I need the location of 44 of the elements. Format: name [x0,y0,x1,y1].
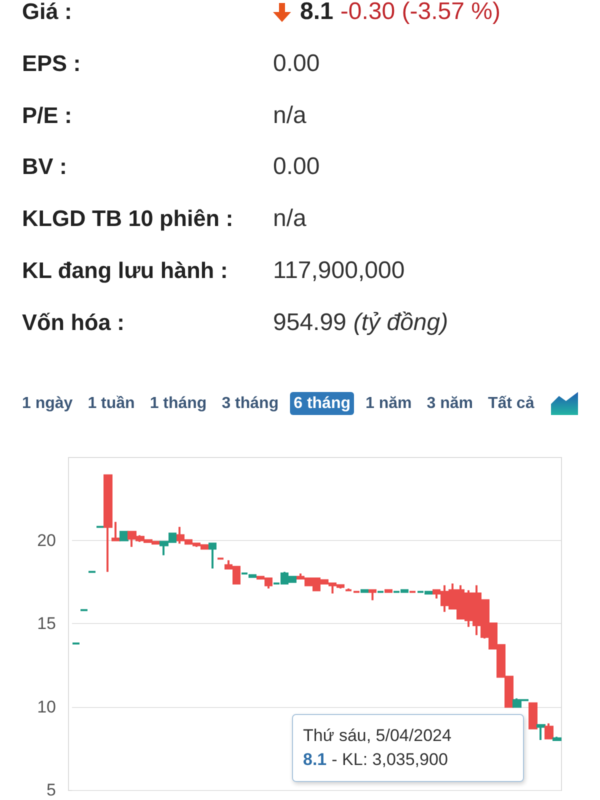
candlestick [104,474,112,573]
text: Vốn hóa : [22,308,124,337]
text: 6 tháng [290,392,354,414]
text: 1 tuần [84,392,139,414]
annotation: Thứ sáu, 5/04/2024 [303,726,452,745]
candlestick [120,530,128,542]
text: Giá : [22,0,72,26]
y-tick-label: 20 [37,530,56,550]
annotation: - KL: 3,035,900 [332,750,448,769]
text: 8.1 [300,0,334,26]
candlestick [384,589,392,593]
text: 0.00 [273,153,320,182]
text: EPS : [22,50,81,78]
text: (tỷ đồng) [353,308,448,337]
text: 1 tháng [146,392,211,414]
text: P/E : [22,102,72,130]
candlestick [544,722,554,740]
text: 117,900,000 [273,257,405,285]
candlestick [528,702,538,730]
candlestick [368,589,376,602]
text: 1 năm [361,392,416,414]
y-tick-label: 5 [46,780,56,800]
annotation: 8.1 [303,750,327,769]
text: KLGD TB 10 phiên : [22,205,234,234]
candlestick [112,520,120,542]
candlestick [208,542,216,570]
text: -0.30 (-3.57 %) [340,0,500,26]
candlestick [360,589,368,593]
text: BV : [22,153,67,182]
candlestick [552,736,562,742]
candlestick [536,724,546,742]
text: 0.00 [273,50,320,78]
text: n/a [273,205,306,234]
text: 3 tháng [218,392,283,414]
text: KL đang lưu hành : [22,257,228,285]
text: 3 năm [422,392,477,414]
text: Tất cả [484,392,538,414]
tooltip: Thứ sáu, 5/04/2024 8.1 - KL: 3,035,900 [292,714,524,782]
text: 1 ngày [18,392,77,414]
y-tick-label: 15 [37,614,56,633]
text: 954.99 [273,308,346,337]
text: n/a [273,102,306,130]
candlestick [344,588,352,592]
y-tick-label: 10 [37,697,56,716]
